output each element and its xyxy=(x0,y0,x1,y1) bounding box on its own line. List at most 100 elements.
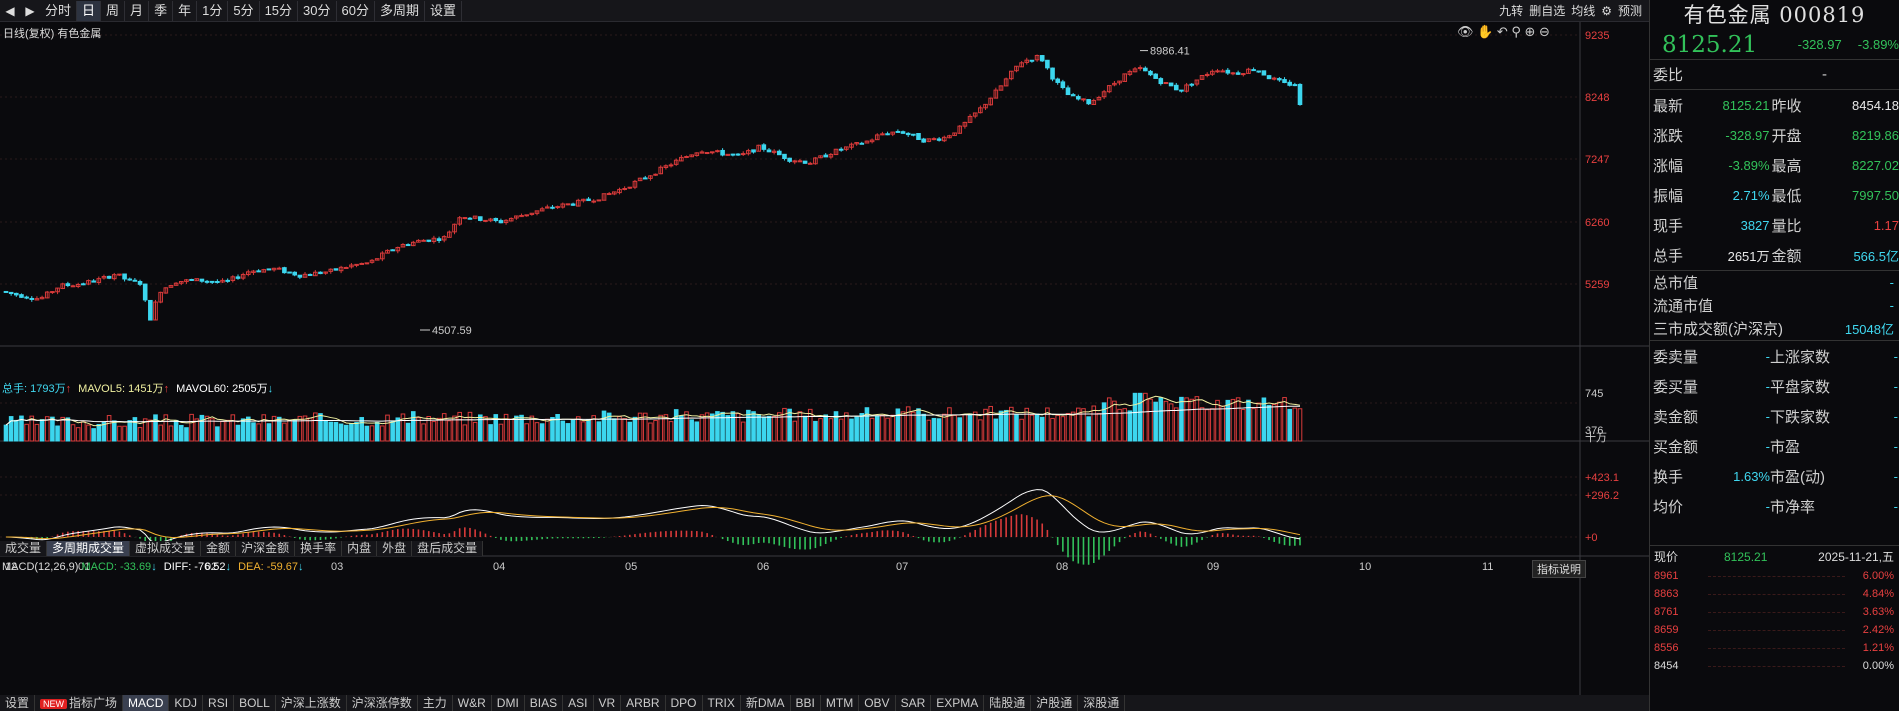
period-button[interactable]: 设置 xyxy=(425,0,462,21)
period-button[interactable]: 分时 xyxy=(40,0,78,21)
volume-bar xyxy=(1070,411,1076,442)
volume-bar xyxy=(1204,409,1210,442)
volume-tab[interactable]: 外盘 xyxy=(377,541,413,556)
volume-bar xyxy=(328,421,334,442)
candle-body xyxy=(1070,94,1076,97)
indicator-tab[interactable]: 深股通 xyxy=(1078,695,1126,711)
volume-bar xyxy=(127,420,133,442)
indicator-tab[interactable]: BOLL xyxy=(234,695,276,711)
candle-body xyxy=(905,132,911,136)
candle-body xyxy=(153,301,158,321)
candle-body xyxy=(534,210,540,214)
period-button[interactable]: 15分 xyxy=(260,0,299,21)
volume-bar xyxy=(209,418,215,442)
period-button[interactable]: 年 xyxy=(173,0,198,21)
volume-tab[interactable]: 沪深金额 xyxy=(236,541,296,556)
volume-bar xyxy=(1127,410,1133,442)
chart-tool-icons[interactable]: 👁 ✋ ↶ ⚲ ⊕ ⊖ xyxy=(1457,24,1550,39)
candle-body xyxy=(127,278,133,281)
indicator-tab[interactable]: ASI xyxy=(563,695,594,711)
indicator-tab[interactable]: NEW 指标广场 xyxy=(35,695,124,711)
indicator-tab[interactable]: VR xyxy=(594,695,622,711)
candle-body xyxy=(612,191,617,195)
toolbar-right-button[interactable]: ⚙ xyxy=(1601,4,1612,18)
indicator-tab[interactable]: 沪深上涨数 xyxy=(276,695,347,711)
indicator-tab[interactable]: 沪股通 xyxy=(1031,695,1079,711)
macd-info: MACD(12,26,9) MACD: -33.69↓ DIFF: -76.52… xyxy=(2,561,304,573)
next-arrow-icon[interactable]: ▶ xyxy=(25,3,35,18)
volume-bar xyxy=(385,414,390,442)
volume-tab[interactable]: 金额 xyxy=(201,541,237,556)
candle-body xyxy=(65,283,71,287)
period-button[interactable]: 30分 xyxy=(298,0,337,21)
indicator-tab[interactable]: TRIX xyxy=(703,695,741,711)
indicator-tab[interactable]: 陆股通 xyxy=(984,695,1032,711)
volume-bar xyxy=(282,422,287,442)
volume-tab[interactable]: 虚拟成交量 xyxy=(130,541,202,556)
period-button[interactable]: 日 xyxy=(77,0,102,21)
volume-bar xyxy=(885,417,890,442)
volume-bar xyxy=(612,418,617,442)
period-button[interactable]: 多周期 xyxy=(375,0,425,21)
indicator-tab[interactable]: ARBR xyxy=(621,695,666,711)
candle-body xyxy=(983,103,988,109)
volume-bar xyxy=(545,418,550,442)
volume-tab[interactable]: 盘后成交量 xyxy=(412,541,484,556)
indicator-tab[interactable]: W&R xyxy=(453,695,492,711)
volume-tab[interactable]: 换手率 xyxy=(295,541,343,556)
indicator-tab[interactable]: OBV xyxy=(859,695,896,711)
prev-arrow-icon[interactable]: ◀ xyxy=(5,3,15,18)
toolbar-right-button[interactable]: 删自选 xyxy=(1529,4,1566,18)
period-button[interactable]: 60分 xyxy=(337,0,375,21)
volume-tab[interactable]: 成交量 xyxy=(0,541,48,556)
candle-body xyxy=(1143,67,1148,72)
month-label: 06 xyxy=(757,561,769,573)
indicator-tab[interactable]: DPO xyxy=(666,695,703,711)
indicator-tab[interactable]: 主力 xyxy=(418,695,453,711)
volume-bar xyxy=(81,421,86,442)
period-button[interactable]: 1分 xyxy=(197,0,229,21)
toolbar-right-button[interactable]: 均线 xyxy=(1571,4,1596,18)
indicator-explain-button[interactable]: 指标说明 xyxy=(1532,560,1586,578)
toolbar-right-button[interactable]: 预测 xyxy=(1617,4,1642,18)
price-axis-label: 7247 xyxy=(1585,154,1609,166)
indicator-tab[interactable]: RSI xyxy=(203,695,235,711)
volume-bar xyxy=(632,416,638,442)
indicator-tab[interactable]: 沪深涨停数 xyxy=(347,695,418,711)
volume-bar xyxy=(1215,399,1220,442)
indicator-tab[interactable]: MACD xyxy=(123,695,170,711)
volume-bar xyxy=(921,413,926,442)
candle-body xyxy=(545,206,550,209)
candle-body xyxy=(447,231,452,238)
candle-body xyxy=(606,193,612,196)
volume-bar xyxy=(818,418,823,442)
toolbar-right-button[interactable]: 九转 xyxy=(1499,4,1524,18)
indicator-tab[interactable]: BBI xyxy=(791,695,821,711)
volume-bar xyxy=(230,414,236,442)
period-button[interactable]: 5分 xyxy=(228,0,260,21)
month-label: 12 xyxy=(5,561,17,573)
volume-tab[interactable]: 内盘 xyxy=(342,541,378,556)
volume-bar xyxy=(1220,405,1225,442)
candle-body xyxy=(503,219,509,224)
volume-bar xyxy=(1106,397,1112,442)
price-change: -328.97 xyxy=(1797,37,1842,52)
indicator-tab[interactable]: 设置 xyxy=(0,695,36,711)
indicator-tab[interactable]: DMI xyxy=(492,695,525,711)
market-value-row: 三市成交额(沪深京) 15048亿 xyxy=(1653,321,1894,338)
candle-body xyxy=(421,239,426,242)
period-button[interactable]: 月 xyxy=(125,0,150,21)
candle-body xyxy=(359,262,365,265)
indicator-tab[interactable]: KDJ xyxy=(169,695,204,711)
indicator-tab[interactable]: EXPMA xyxy=(931,695,985,711)
chart-area[interactable]: 9235 8248 7247 6260 5259 745 376 十万 +423.1 +296.2… xyxy=(0,22,1649,711)
market-value-row: 总市值 - xyxy=(1653,275,1894,292)
price-axis-label: 5259 xyxy=(1585,279,1609,291)
indicator-tab[interactable]: SAR xyxy=(896,695,932,711)
indicator-tab[interactable]: 新DMA xyxy=(741,695,791,711)
period-button[interactable]: 季 xyxy=(149,0,174,21)
indicator-tab[interactable]: MTM xyxy=(821,695,860,711)
indicator-tab[interactable]: BIAS xyxy=(525,695,564,711)
period-button[interactable]: 周 xyxy=(101,0,126,21)
volume-tab[interactable]: 多周期成交量 xyxy=(47,541,131,556)
